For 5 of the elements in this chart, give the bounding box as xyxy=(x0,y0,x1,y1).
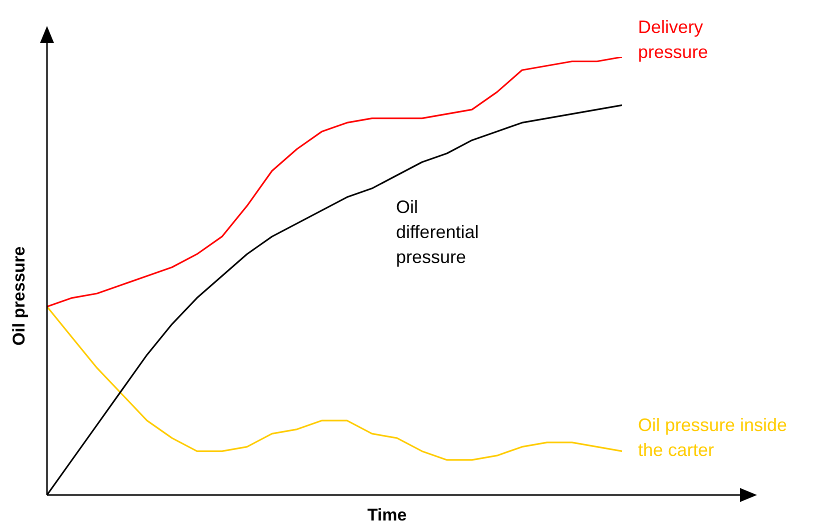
series-label: Oil differential pressure xyxy=(396,196,479,267)
x-axis-title: Time xyxy=(367,506,407,525)
series-label: Delivery pressure xyxy=(638,16,708,62)
series-label: Oil pressure inside the carter xyxy=(638,414,788,460)
y-axis-title: Oil pressure xyxy=(10,246,29,346)
